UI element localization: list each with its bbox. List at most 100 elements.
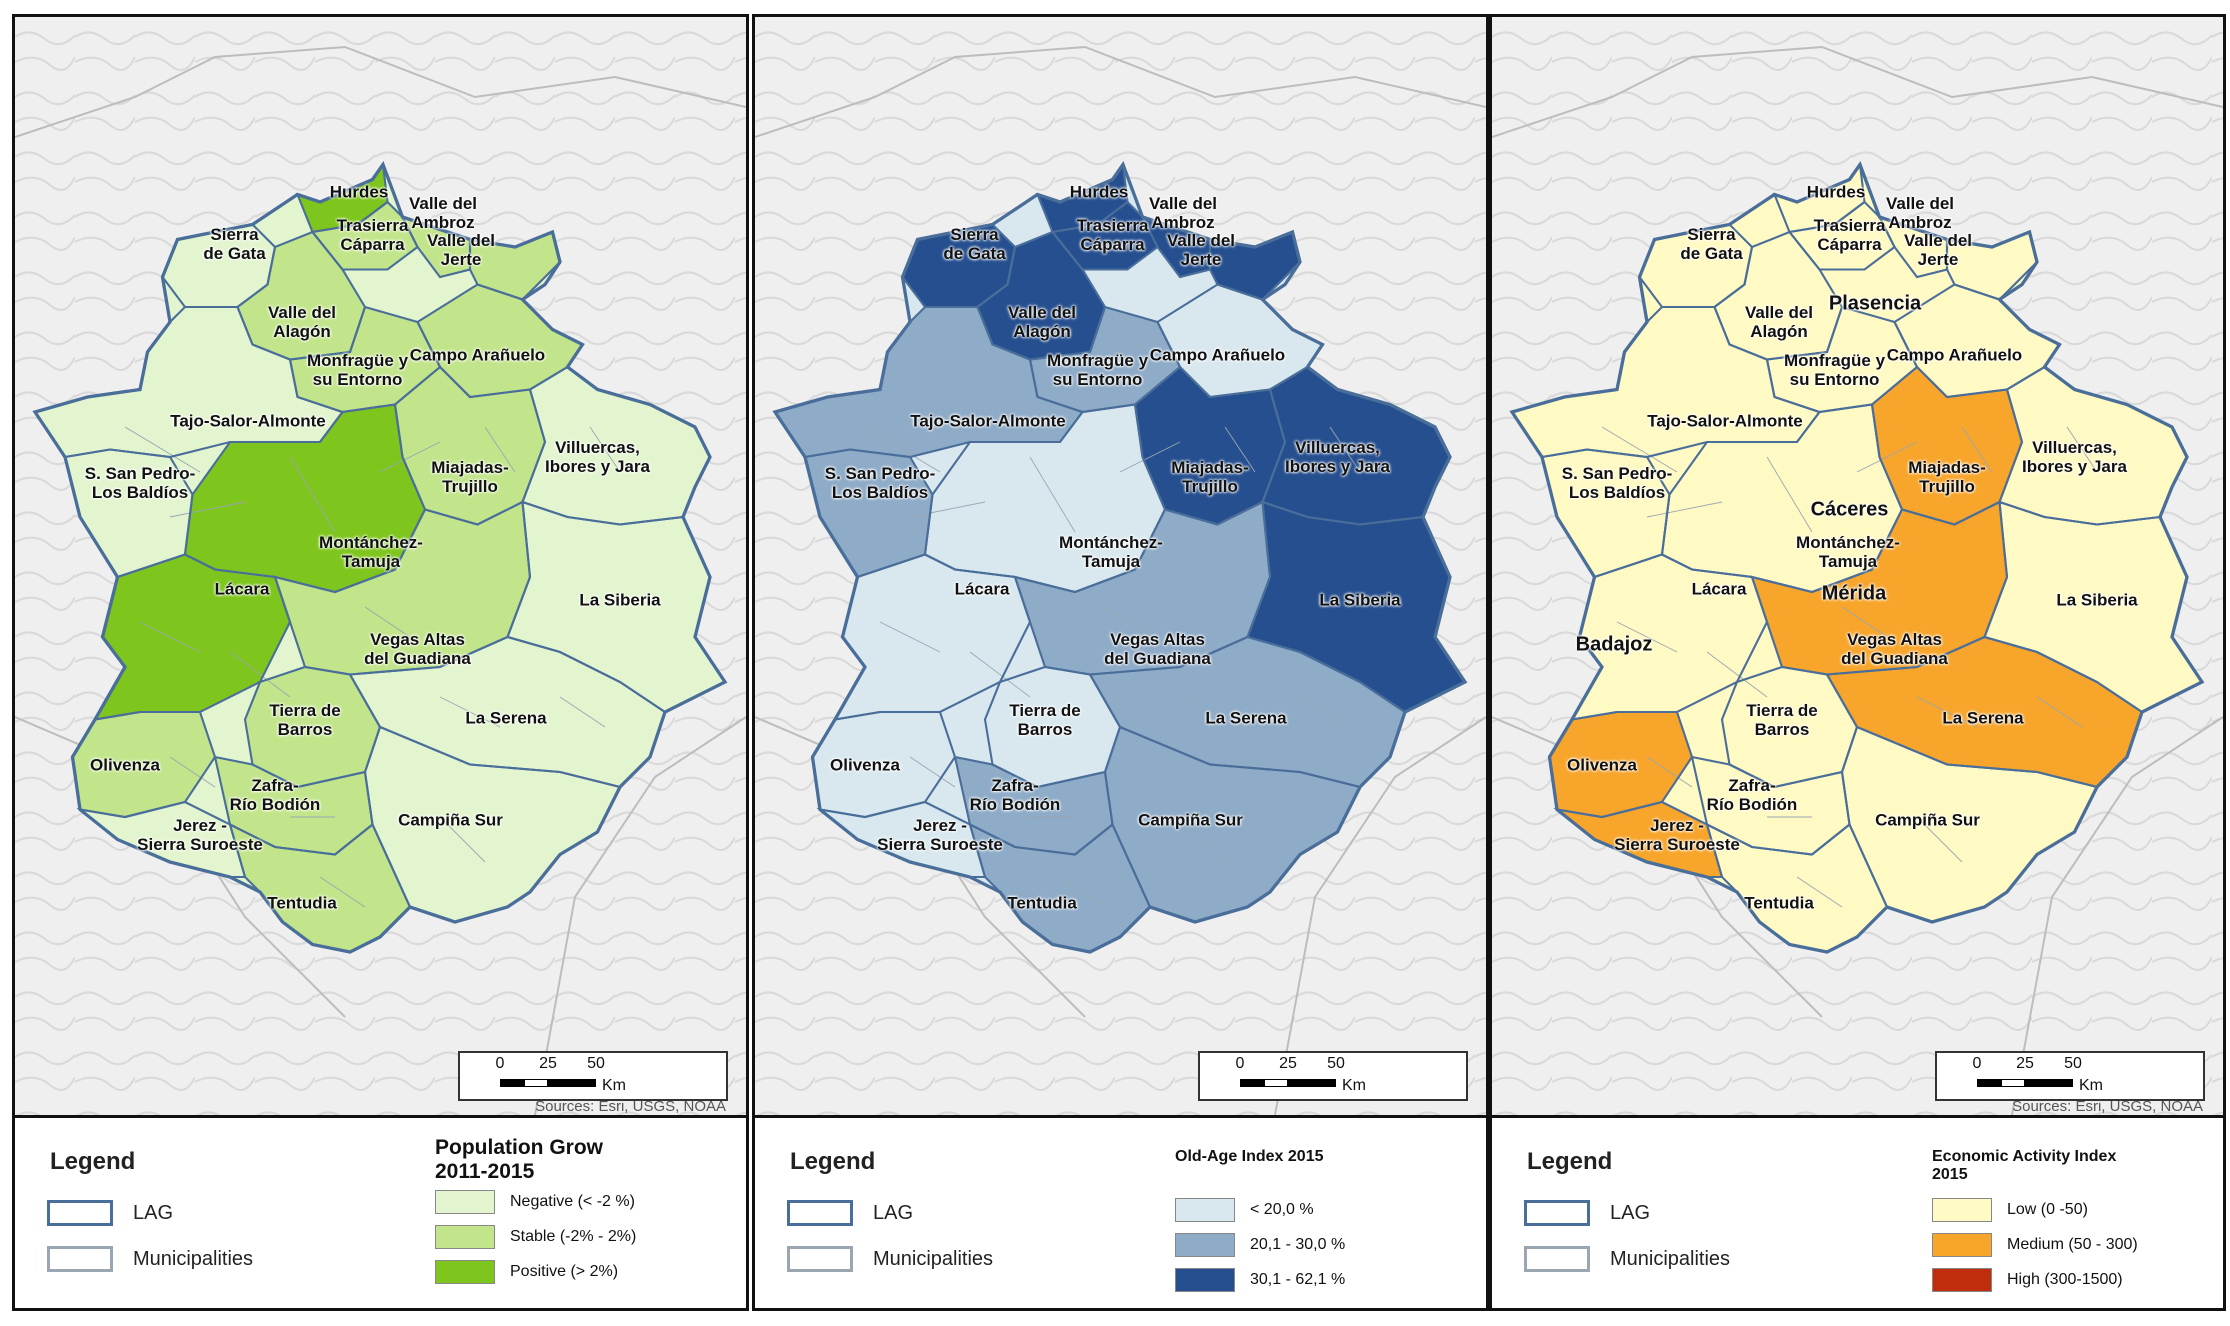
lag-label-vegas-altas: Vegas Altas del Guadiana	[364, 630, 471, 668]
lag-label-villuercas: Villuercas, Ibores y Jara	[2022, 438, 2127, 476]
lag-label-la-serena: La Serena	[1942, 708, 2024, 728]
scale-tick: 25	[539, 1055, 557, 1072]
lag-label-hurdes: Hurdes	[1069, 182, 1129, 201]
lag-label-sierra-gata: Sierra de Gata	[1680, 225, 1743, 263]
lag-label-valle-ambroz: Valle del Ambroz	[1885, 193, 1955, 232]
scale-tick: 25	[2016, 1055, 2034, 1072]
variable-legend-title: Old-Age Index 2015	[1175, 1148, 1324, 1165]
municipalities-legend-label: Municipalities	[873, 1248, 994, 1270]
lag-label-tierra-barros: Tierra de Barros	[1009, 700, 1081, 739]
lag-label-valle-ambroz: Valle del Ambroz	[1148, 193, 1218, 232]
lag-label-tajo-salor: Tajo-Salor-Almonte	[1647, 411, 1803, 431]
class-swatch-1	[1932, 1233, 1992, 1257]
scale-bar: 0 25 50 Km	[1198, 1051, 1468, 1101]
lag-label-valle-jerte: Valle del Jerte	[1166, 231, 1236, 269]
lag-label-la-serena: La Serena	[1205, 708, 1287, 728]
region-map	[772, 160, 1468, 954]
lag-label-valle-alagon: Valle del Alagón	[267, 303, 337, 341]
lag-label-hurdes: Hurdes	[1806, 182, 1866, 201]
lag-label-campina-sur: Campiña Sur	[1875, 810, 1980, 830]
lag-label-montanchez: Montánchez- Tamuja	[1796, 532, 1900, 571]
lag-label-tajo-salor: Tajo-Salor-Almonte	[910, 411, 1066, 431]
lag-label-zafra: Zafra- Río Bodión	[969, 775, 1061, 814]
lag-label-san-pedro: S. San Pedro- Los Baldíos	[84, 463, 196, 502]
class-swatch-2	[1175, 1268, 1235, 1292]
map-canvas[interactable]	[15, 17, 746, 1115]
lag-label-campo-aranuelo: Campo Arañuelo	[409, 345, 546, 365]
municipality-lines	[1601, 426, 2098, 908]
class-swatch-0	[1175, 1198, 1235, 1222]
lag-legend-label: LAG	[1610, 1202, 1651, 1224]
lag-label-badajoz: Badajoz	[1575, 633, 1653, 655]
legend-box: Legend LAG Municipalities Population Grow 20…	[15, 1118, 746, 1308]
lag-label-trasierra: Trasierra Cáparra	[1076, 216, 1149, 254]
lag-label-valle-alagon: Valle del Alagón	[1744, 303, 1814, 341]
lag-label-la-siberia: La Siberia	[2056, 590, 2138, 609]
scale-segment	[2025, 1079, 2073, 1087]
lag-label-sierra-gata: Sierra de Gata	[203, 225, 266, 263]
municipalities-swatch	[1524, 1246, 1590, 1272]
scale-unit: Km	[1342, 1077, 1366, 1094]
lag-label-valle-jerte: Valle del Jerte	[426, 231, 496, 269]
lag-swatch	[47, 1200, 113, 1226]
lag-label-miajadas: Miajadas- Trujillo	[431, 457, 509, 496]
scale-segment	[524, 1079, 548, 1087]
class-label-0: Low (0 -50)	[2007, 1201, 2088, 1218]
map-canvas[interactable]	[1492, 17, 2223, 1115]
scale-unit: Km	[602, 1077, 626, 1094]
municipalities-swatch	[787, 1246, 853, 1272]
legend-box: Legend LAG Municipalities Old-Age Index 201…	[755, 1118, 1486, 1308]
lag-label-la-siberia: La Siberia	[579, 590, 661, 609]
map-panel-old-age: Hurdes Valle del Ambroz Trasierra Cáparra Val…	[752, 14, 1489, 1311]
lag-label-hurdes: Hurdes	[329, 182, 389, 201]
lag-label-valle-ambroz: Valle del Ambroz	[408, 193, 478, 232]
legend-box: Legend LAG Municipalities Economic Activity…	[1492, 1118, 2223, 1308]
lag-label-montanchez: Montánchez- Tamuja	[319, 532, 423, 571]
lag-label-zafra: Zafra- Río Bodión	[229, 775, 321, 814]
lag-label-zafra: Zafra- Río Bodión	[1706, 775, 1798, 814]
map-canvas[interactable]	[755, 17, 1486, 1115]
lag-label-jerez: Jerez - Sierra Suroeste	[1614, 816, 1740, 854]
class-swatch-2	[435, 1260, 495, 1284]
lag-label-montanchez: Montánchez- Tamuja	[1059, 532, 1163, 571]
lag-label-tajo-salor: Tajo-Salor-Almonte	[170, 411, 326, 431]
municipalities-legend-label: Municipalities	[1610, 1248, 1731, 1270]
lag-label-san-pedro: S. San Pedro- Los Baldíos	[1561, 463, 1673, 502]
lag-label-tentudia: Tentudia	[1744, 893, 1814, 912]
lag-label-jerez: Jerez - Sierra Suroeste	[877, 816, 1003, 854]
variable-legend-title: Population Grow 2011-2015	[435, 1136, 603, 1183]
variable-legend-title: Economic Activity Index 2015	[1932, 1148, 2117, 1183]
scale-tick: 50	[1327, 1055, 1345, 1072]
scale-segment	[1288, 1079, 1336, 1087]
scale-segment	[2001, 1079, 2025, 1087]
scale-segment	[1264, 1079, 1288, 1087]
legend-title: Legend	[790, 1148, 876, 1175]
lag-label-vegas-altas: Vegas Altas del Guadiana	[1104, 630, 1211, 668]
map-area[interactable]: Hurdes Valle del Ambroz Trasierra Cáparra Val…	[1492, 17, 2223, 1118]
lag-label-villuercas: Villuercas, Ibores y Jara	[545, 438, 650, 476]
map-area[interactable]: Hurdes Valle del Ambroz Trasierra Cáparra Val…	[755, 17, 1486, 1118]
scale-segment	[548, 1079, 596, 1087]
map-panel-economic-activity: Hurdes Valle del Ambroz Trasierra Cáparra Val…	[1489, 14, 2226, 1311]
scale-unit: Km	[2079, 1077, 2103, 1094]
lag-label-olivenza: Olivenza	[90, 755, 160, 774]
lag-label-trasierra: Trasierra Cáparra	[1813, 216, 1886, 254]
lag-label-miajadas: Miajadas- Trujillo	[1171, 457, 1249, 496]
lag-label-campina-sur: Campiña Sur	[398, 810, 503, 830]
class-swatch-0	[435, 1190, 495, 1214]
class-label-0: Negative (< -2 %)	[510, 1193, 635, 1210]
class-label-1: Stable (-2% - 2%)	[510, 1228, 637, 1245]
municipality-lines	[864, 426, 1361, 908]
class-label-0: < 20,0 %	[1250, 1201, 1314, 1218]
class-swatch-1	[435, 1225, 495, 1249]
lag-label-valle-alagon: Valle del Alagón	[1007, 303, 1077, 341]
municipalities-swatch	[47, 1246, 113, 1272]
map-area[interactable]: Hurdes Valle del Ambroz Trasierra Cáparra Val…	[15, 17, 746, 1118]
municipality-lines	[124, 426, 621, 908]
lag-label-jerez: Jerez - Sierra Suroeste	[137, 816, 263, 854]
region-outline	[772, 160, 1468, 954]
scale-tick: 50	[587, 1055, 605, 1072]
lag-label-lacara: Lácara	[1691, 579, 1747, 599]
lag-label-campo-aranuelo: Campo Arañuelo	[1886, 345, 2023, 365]
scale-bar: 0 25 50 Km	[1935, 1051, 2205, 1101]
